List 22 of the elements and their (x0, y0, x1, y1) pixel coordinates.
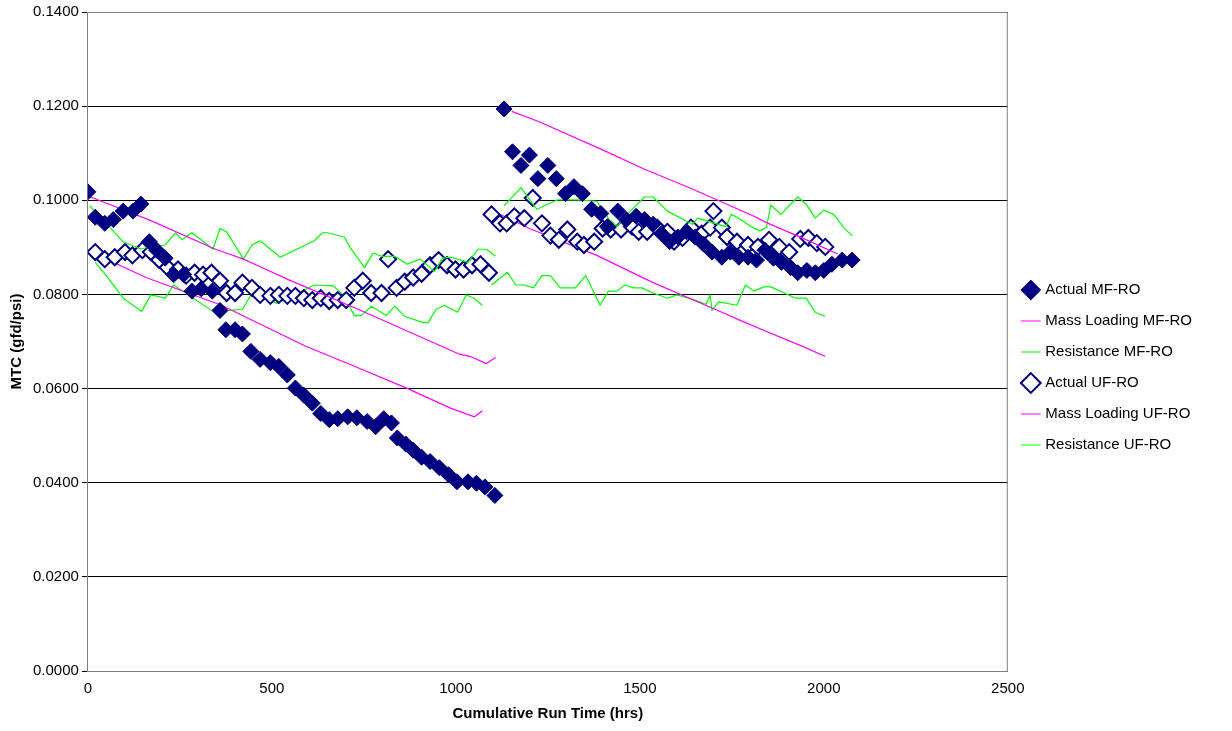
x-tick-label: 2500 (991, 679, 1025, 697)
y-tick-label: 0.1200 (32, 96, 79, 114)
x-tick-label: 500 (259, 679, 285, 697)
y-tick-label: 0.1000 (32, 190, 79, 208)
legend-label: Mass Loading MF-RO (1045, 311, 1193, 329)
y-tick-label: 0.1400 (32, 2, 79, 20)
y-tick-label: 0.0000 (32, 661, 79, 679)
x-axis-title: Cumulative Run Time (hrs) (452, 704, 644, 722)
legend-label: Resistance UF-RO (1045, 435, 1172, 453)
y-tick-label: 0.0400 (32, 472, 79, 490)
legend-label: Actual UF-RO (1045, 373, 1139, 391)
x-tick-label: 2000 (807, 679, 841, 697)
legend-label: Actual MF-RO (1045, 280, 1141, 298)
y-tick-label: 0.0800 (32, 284, 79, 302)
x-tick-label: 1500 (623, 679, 657, 697)
x-tick-label: 1000 (439, 679, 473, 697)
y-tick-label: 0.0200 (32, 567, 79, 584)
y-axis-title: MTC (gfd/psi) (7, 293, 25, 390)
legend-label: Resistance MF-RO (1045, 342, 1173, 360)
y-tick-label: 0.0600 (32, 378, 79, 396)
x-tick-label: 0 (83, 679, 93, 697)
legend-label: Mass Loading UF-RO (1045, 404, 1191, 422)
